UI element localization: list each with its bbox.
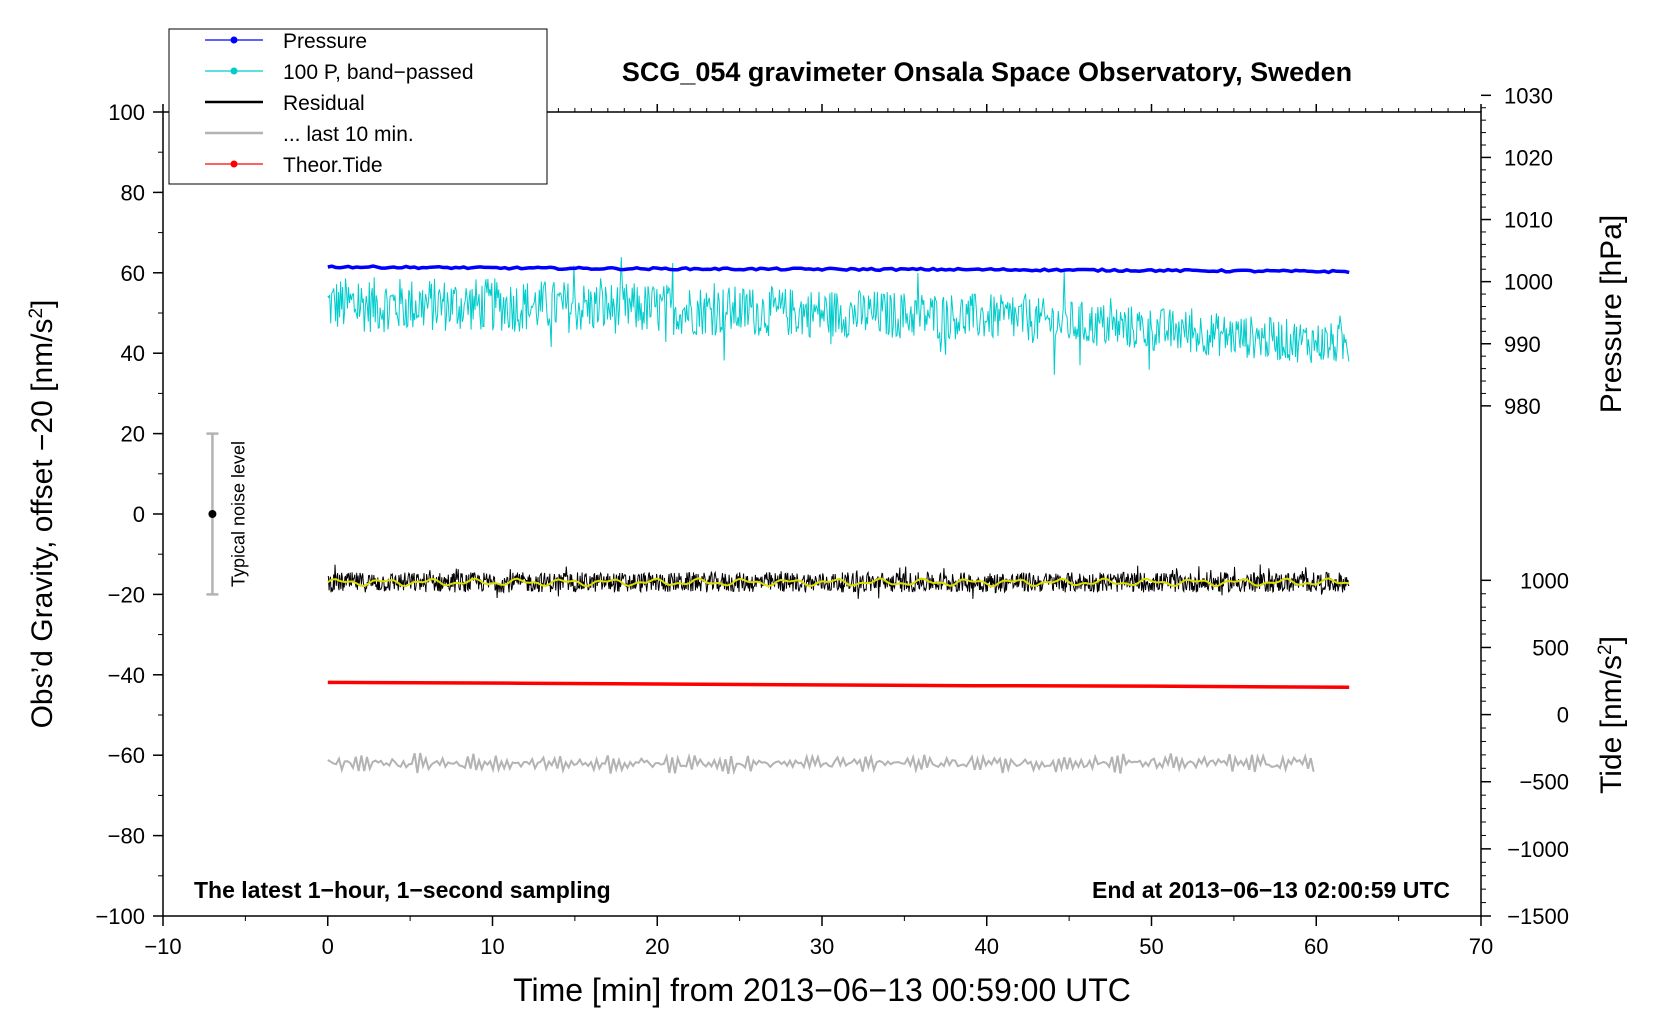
tide-axis-label-end: ] bbox=[1595, 636, 1628, 644]
series-last-10-min bbox=[327, 752, 1315, 776]
pressure-tick-label: 1010 bbox=[1504, 208, 1553, 233]
annotation-sampling: The latest 1−hour, 1−second sampling bbox=[194, 877, 611, 903]
axis-layer: −10 0 10 20 30 40 50 60 70−100−80−60−40−20020406… bbox=[95, 83, 1569, 959]
y-tick-label: −60 bbox=[108, 743, 145, 768]
legend-label: Pressure bbox=[283, 30, 367, 53]
y-tick-label: −80 bbox=[108, 824, 145, 849]
tide-tick-label: 1000 bbox=[1520, 568, 1569, 593]
y-tick-label: 80 bbox=[121, 180, 145, 205]
noise-bar: Typical noise level bbox=[206, 432, 248, 596]
chart-title: SCG_054 gravimeter Onsala Space Observat… bbox=[622, 57, 1352, 87]
tide-tick-label: 0 bbox=[1557, 703, 1569, 728]
pressure-tick-label: 1030 bbox=[1504, 83, 1553, 108]
noise-bar-label: Typical noise level bbox=[228, 441, 248, 587]
y-axis-label-text: Obs’d Gravity, offset −20 [nm/s bbox=[26, 319, 59, 729]
legend-box bbox=[168, 28, 548, 185]
tide-tick-label: −500 bbox=[1519, 770, 1569, 795]
tide-tick-label: −1500 bbox=[1507, 904, 1569, 929]
x-tick-label: 60 bbox=[1304, 934, 1328, 959]
legend-marker bbox=[230, 36, 238, 44]
y-tick-label: 100 bbox=[108, 100, 145, 125]
y-axis-label-superscript: 2 bbox=[26, 308, 47, 319]
y-tick-label: 20 bbox=[121, 422, 145, 447]
legend-label: ... last 10 min. bbox=[283, 123, 414, 146]
tide-axis-label-text: Tide [nm/s bbox=[1595, 655, 1628, 794]
annotation-end-time: End at 2013−06−13 02:00:59 UTC bbox=[1092, 877, 1450, 903]
tide-axis-label-superscript: 2 bbox=[1595, 644, 1616, 655]
pressure-axis-label: Pressure [hPa] bbox=[1595, 215, 1628, 413]
x-tick-label: 0 bbox=[322, 934, 334, 959]
series-theoretical-tide bbox=[327, 680, 1350, 690]
noise-bar-point bbox=[208, 510, 217, 518]
pressure-tick-label: 1020 bbox=[1504, 145, 1553, 170]
tide-tick-label: −1000 bbox=[1507, 837, 1569, 862]
y-tick-label: −100 bbox=[95, 904, 145, 929]
y-tick-label: 40 bbox=[121, 341, 145, 366]
pressure-tick-label: 980 bbox=[1504, 394, 1541, 419]
x-tick-label: −10 bbox=[144, 934, 181, 959]
x-tick-label: 70 bbox=[1469, 934, 1493, 959]
y-tick-label: 60 bbox=[121, 261, 145, 286]
series-bandpassed-pressure bbox=[327, 257, 1350, 375]
series-smoothed-residual bbox=[327, 577, 1350, 588]
y-axis-label-end: ] bbox=[26, 300, 59, 308]
x-tick-label: 20 bbox=[645, 934, 669, 959]
x-tick-label: 10 bbox=[480, 934, 504, 959]
legend-marker bbox=[230, 67, 238, 75]
pressure-tick-label: 990 bbox=[1504, 332, 1541, 357]
tide-tick-label: 500 bbox=[1532, 635, 1569, 660]
series-pressure bbox=[327, 264, 1350, 275]
x-tick-label: 50 bbox=[1139, 934, 1163, 959]
y-tick-label: −40 bbox=[108, 663, 145, 688]
y-axis-label: Obs’d Gravity, offset −20 [nm/s2] bbox=[26, 300, 60, 729]
x-tick-label: 40 bbox=[975, 934, 999, 959]
tide-axis-label: Tide [nm/s2] bbox=[1595, 636, 1629, 794]
legend-marker bbox=[230, 160, 238, 168]
legend-label: 100 P, band−passed bbox=[283, 61, 474, 84]
legend: Pressure 100 P, band−passed Residual ... la… bbox=[168, 28, 548, 185]
legend-label: Residual bbox=[283, 92, 365, 115]
x-axis-label: Time [min] from 2013−06−13 00:59:00 UTC bbox=[513, 972, 1131, 1008]
y-tick-label: 0 bbox=[133, 502, 145, 527]
x-tick-label: 30 bbox=[810, 934, 834, 959]
legend-label: Theor.Tide bbox=[283, 154, 383, 177]
pressure-tick-label: 1000 bbox=[1504, 270, 1553, 295]
y-tick-label: −20 bbox=[108, 582, 145, 607]
series-layer bbox=[327, 257, 1350, 776]
